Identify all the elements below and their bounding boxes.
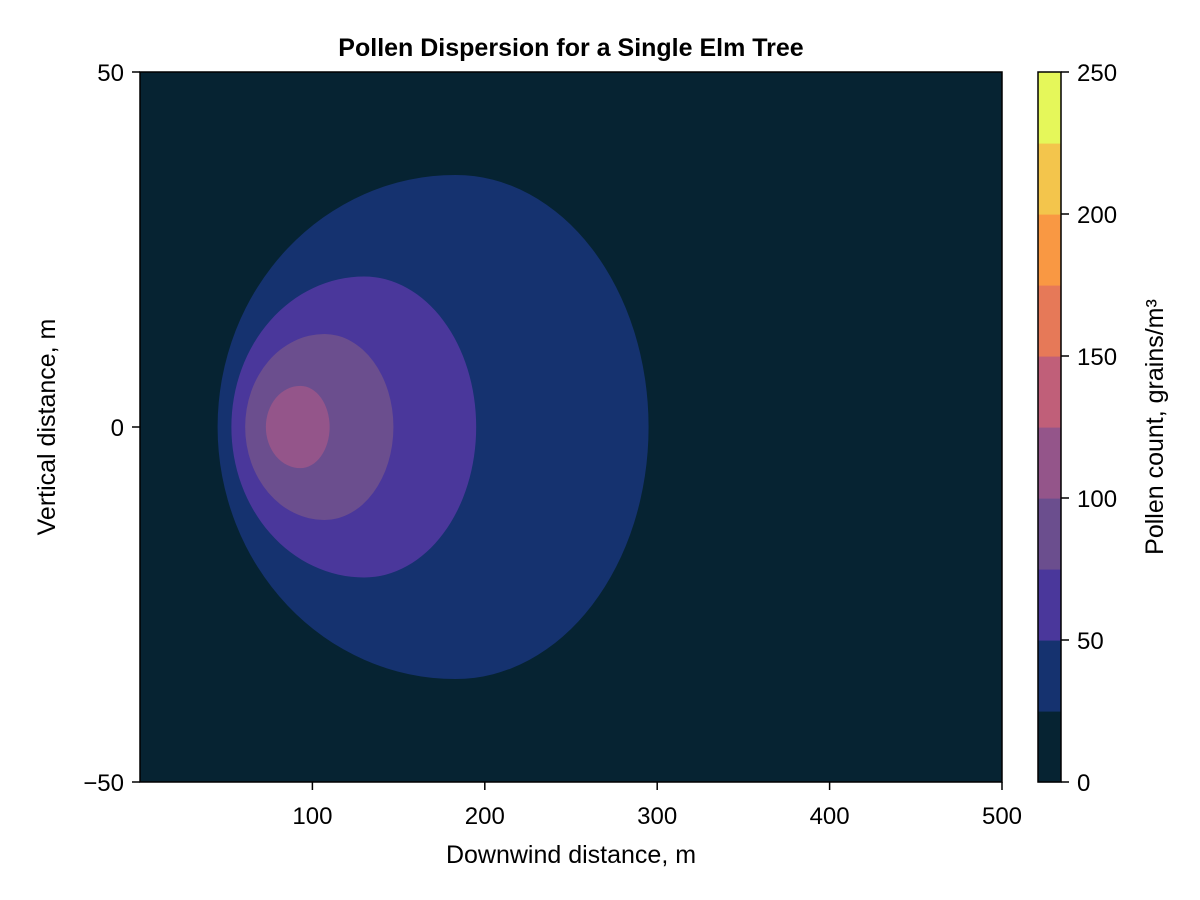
colorbar-tick-label: 200 <box>1077 202 1117 229</box>
y-tick-label: −50 <box>83 770 124 797</box>
y-axis: −50 0 50 <box>83 60 140 797</box>
colorbar-band-150-175 <box>1038 285 1061 357</box>
colorbar-band-25-50 <box>1038 640 1061 712</box>
contour-region-100-125 <box>265 385 330 469</box>
x-tick-label: 100 <box>292 803 332 830</box>
colorbar-band-125-150 <box>1038 356 1061 428</box>
colorbar-band-0-25 <box>1038 711 1061 783</box>
x-axis-label: Downwind distance, m <box>446 841 696 869</box>
colorbar-bands <box>1038 72 1061 783</box>
colorbar-tick-label: 0 <box>1077 770 1090 797</box>
colorbar-band-75-100 <box>1038 498 1061 570</box>
colorbar-ticks: 0 50 100 150 200 250 <box>1061 60 1117 797</box>
y-tick-label: 0 <box>111 415 124 442</box>
colorbar-band-100-125 <box>1038 427 1061 499</box>
x-tick-label: 400 <box>810 803 850 830</box>
plot-area <box>139 71 1003 783</box>
colorbar-band-225-250 <box>1038 72 1061 144</box>
x-axis: 100 200 300 400 500 <box>292 782 1022 830</box>
colorbar-tick-label: 250 <box>1077 60 1117 87</box>
colorbar: 0 50 100 150 200 250 Pollen count, grains/m³ <box>1037 60 1169 797</box>
colorbar-tick-label: 100 <box>1077 486 1117 513</box>
y-axis-label: Vertical distance, m <box>33 319 61 536</box>
colorbar-band-200-225 <box>1038 143 1061 215</box>
chart-title: Pollen Dispersion for a Single Elm Tree <box>338 34 804 62</box>
colorbar-band-175-200 <box>1038 214 1061 286</box>
colorbar-tick-label: 150 <box>1077 344 1117 371</box>
colorbar-label: Pollen count, grains/m³ <box>1141 299 1169 555</box>
x-tick-label: 200 <box>465 803 505 830</box>
x-tick-label: 300 <box>637 803 677 830</box>
contour-layer <box>217 174 649 680</box>
colorbar-frame <box>1037 71 1062 783</box>
colorbar-tick-label: 50 <box>1077 628 1104 655</box>
colorbar-band-50-75 <box>1038 569 1061 641</box>
y-tick-label: 50 <box>97 60 124 87</box>
x-tick-label: 500 <box>982 803 1022 830</box>
